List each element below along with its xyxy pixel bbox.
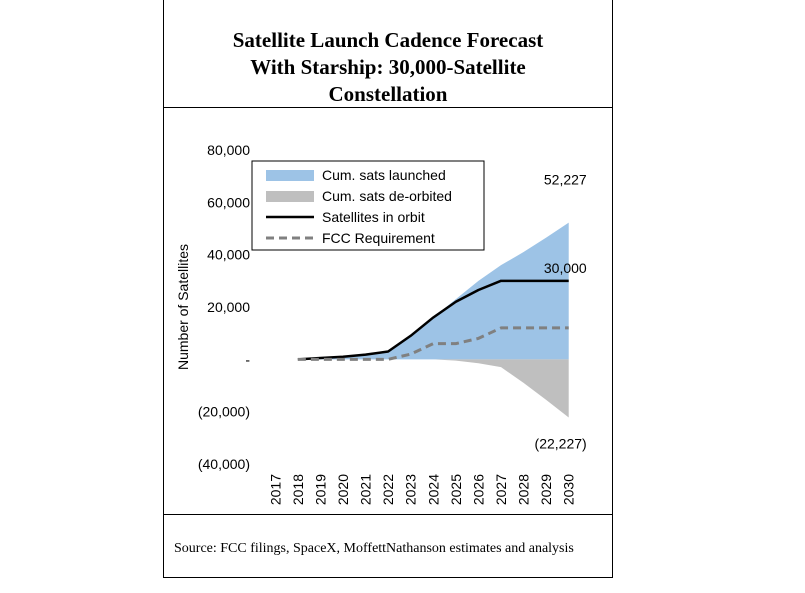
x-tick-label: 2025 <box>448 474 464 505</box>
area-chart: (40,000) (20,000) - 20,000 40,000 60,000 80,00… <box>175 142 587 505</box>
x-tick-label: 2022 <box>380 474 396 505</box>
y-tick-label: 60,000 <box>207 194 250 210</box>
source-note: Source: FCC filings, SpaceX, MoffettNath… <box>174 541 574 556</box>
legend-label: Cum. sats de-orbited <box>322 188 452 204</box>
y-tick-label: - <box>245 351 250 367</box>
annotation-label: 30,000 <box>544 260 587 276</box>
source-box: Source: FCC filings, SpaceX, MoffettNath… <box>164 514 612 577</box>
legend-label: FCC Requirement <box>322 230 435 246</box>
y-tick-label: 80,000 <box>207 142 250 158</box>
title-line: With Starship: 30,000-Satellite <box>250 55 526 79</box>
annotation-label: 52,227 <box>544 172 587 188</box>
y-axis-label: Number of Satellites <box>175 244 191 370</box>
y-tick-label: 40,000 <box>207 247 250 263</box>
legend-label: Satellites in orbit <box>322 209 425 225</box>
annotation-label: (22,227) <box>535 435 587 451</box>
x-tick-label: 2023 <box>403 474 419 505</box>
x-tick-label: 2026 <box>470 474 486 505</box>
x-tick-label: 2027 <box>493 474 509 505</box>
x-tick-label: 2021 <box>358 474 374 505</box>
x-tick-label: 2028 <box>516 474 532 505</box>
y-tick-label: (40,000) <box>198 456 250 472</box>
title-line: Satellite Launch Cadence Forecast <box>232 28 544 52</box>
area-series-0 <box>275 222 569 360</box>
legend-label: Cum. sats launched <box>322 167 446 183</box>
y-tick-label: 20,000 <box>207 299 250 315</box>
x-tick-label: 2017 <box>267 474 283 505</box>
legend-swatch <box>266 191 314 202</box>
title-line: Constellation <box>328 82 448 106</box>
satellites-in-orbit-line <box>297 279 569 361</box>
x-tick-label: 2018 <box>290 474 306 505</box>
x-tick-label: 2029 <box>538 474 554 505</box>
chart-title: Satellite Launch Cadence Forecast With S… <box>164 27 612 108</box>
area-series-1 <box>275 359 569 418</box>
legend-swatch <box>266 170 314 181</box>
x-tick-label: 2030 <box>561 474 577 505</box>
x-tick-label: 2019 <box>312 474 328 505</box>
title-box: Satellite Launch Cadence Forecast With S… <box>164 0 612 108</box>
x-tick-label: 2020 <box>335 474 351 505</box>
y-tick-label: (20,000) <box>198 404 250 420</box>
x-tick-label: 2024 <box>425 474 441 505</box>
fcc-requirement-line <box>297 326 569 361</box>
chart-frame: Satellite Launch Cadence Forecast With S… <box>163 0 613 578</box>
